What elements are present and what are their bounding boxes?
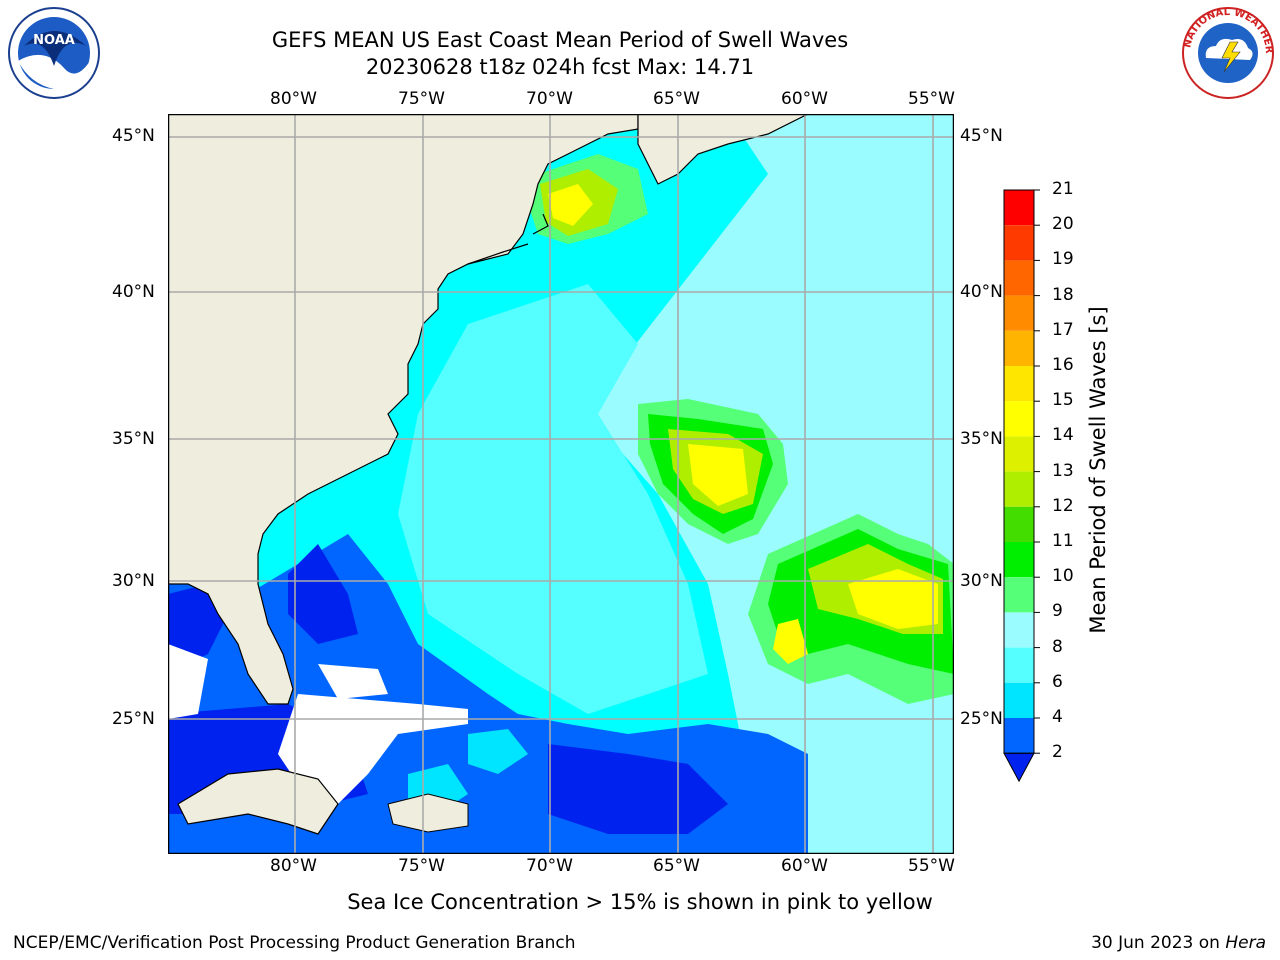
lon-label-top-70w: 70°W [526, 89, 573, 109]
colorbar-tick-21: 21 [1052, 179, 1074, 199]
lon-label-top-80w: 80°W [270, 89, 317, 109]
lon-label-bottom-75w: 75°W [398, 856, 445, 876]
colorbar-tick-15: 15 [1052, 390, 1074, 411]
lat-label-left-30n: 30°N [112, 571, 155, 591]
lat-label-right-45n: 45°N [960, 126, 1003, 146]
colorbar-segment-12-13 [1004, 471, 1034, 507]
lon-label-bottom-70w: 70°W [526, 856, 573, 876]
lat-label-left-25n: 25°N [112, 709, 155, 729]
nws-logo-icon: NATIONAL WEATHER SERVICE [1176, 0, 1276, 104]
lat-label-left-45n: 45°N [112, 126, 155, 146]
us-east-coast-land [168, 114, 639, 705]
colorbar-tick-20: 20 [1052, 214, 1074, 235]
colorbar-segment-17-18 [1004, 295, 1034, 331]
swell-period-map [168, 114, 954, 854]
colorbar-tick-9: 9 [1052, 601, 1063, 622]
colorbar-segment-4-6 [1004, 682, 1034, 718]
swell-period-6-8s-region [398, 284, 708, 714]
colorbar-segment-20-21 [1004, 190, 1034, 226]
chart-subtitle: 20230628 t18z 024h fcst Max: 14.71 [365, 55, 755, 79]
colorbar-tick-16: 16 [1052, 355, 1074, 375]
lat-label-right-25n: 25°N [960, 709, 1003, 729]
lat-label-left-35n: 35°N [112, 429, 155, 449]
noaa-logo-icon: NOAA [4, 6, 104, 104]
colorbar-tick-17: 17 [1052, 319, 1074, 340]
footer-credit: NCEP/EMC/Verification Post Processing Pr… [13, 933, 576, 953]
lon-label-bottom-60w: 60°W [781, 856, 828, 876]
sea-ice-caption: Sea Ice Concentration > 15% is shown in … [347, 890, 933, 914]
canadian-maritimes-land [637, 114, 809, 185]
colorbar-segment-15-16 [1004, 366, 1034, 402]
no-data-caribbean [278, 694, 468, 804]
lat-label-left-40n: 40°N [112, 282, 155, 302]
colorbar-tick-13: 13 [1052, 460, 1074, 481]
colorbar-segment-6-8 [1004, 647, 1034, 683]
colorbar-tick-8: 8 [1052, 636, 1063, 657]
colorbar-tick-2: 2 [1052, 742, 1063, 763]
colorbar-tick-12: 12 [1052, 495, 1074, 516]
colorbar-underflow-arrow [1003, 752, 1035, 783]
lon-label-top-65w: 65°W [653, 89, 700, 109]
colorbar-segment-9-10 [1004, 577, 1034, 613]
colorbar-tick-14: 14 [1052, 425, 1074, 446]
lon-label-bottom-65w: 65°W [653, 856, 700, 876]
colorbar-segment-14-15 [1004, 401, 1034, 437]
colorbar-tick-18: 18 [1052, 284, 1074, 305]
lon-label-bottom-55w: 55°W [908, 856, 955, 876]
lat-label-right-30n: 30°N [960, 571, 1003, 591]
lon-label-top-75w: 75°W [398, 89, 445, 109]
lon-label-top-55w: 55°W [908, 89, 955, 109]
colorbar-tick-4: 4 [1052, 707, 1063, 727]
colorbar-segment-2-4 [1004, 718, 1034, 754]
colorbar-tick-10: 10 [1052, 566, 1074, 587]
colorbar-segment-8-9 [1004, 612, 1034, 648]
lat-label-right-40n: 40°N [960, 282, 1003, 302]
colorbar [980, 180, 1100, 790]
colorbar-tick-19: 19 [1052, 249, 1074, 270]
footer-date-text: 30 Jun 2023 on [1091, 933, 1226, 953]
footer-date: 30 Jun 2023 on Hera [1091, 933, 1266, 953]
map-graticule [168, 114, 954, 854]
cuba-land [177, 768, 339, 835]
colorbar-segment-10-11 [1004, 542, 1034, 578]
colorbar-segment-19-20 [1004, 225, 1034, 261]
chart-title: GEFS MEAN US East Coast Mean Period of S… [271, 28, 849, 52]
colorbar-segment-13-14 [1004, 436, 1034, 472]
colorbar-segment-11-12 [1004, 506, 1034, 542]
colorbar-tick-6: 6 [1052, 671, 1063, 692]
colorbar-segment-16-17 [1004, 330, 1034, 366]
colorbar-segment-18-19 [1004, 260, 1034, 296]
colorbar-tick-11: 11 [1052, 531, 1074, 551]
map-border [168, 114, 954, 854]
noaa-logo-text: NOAA [33, 33, 75, 48]
colorbar-title: Mean Period of Swell Waves [s] [1086, 306, 1110, 634]
footer-machine: Hera [1225, 933, 1266, 953]
lon-label-bottom-80w: 80°W [270, 856, 317, 876]
lon-label-top-60w: 60°W [781, 89, 828, 109]
lat-label-right-35n: 35°N [960, 429, 1003, 449]
